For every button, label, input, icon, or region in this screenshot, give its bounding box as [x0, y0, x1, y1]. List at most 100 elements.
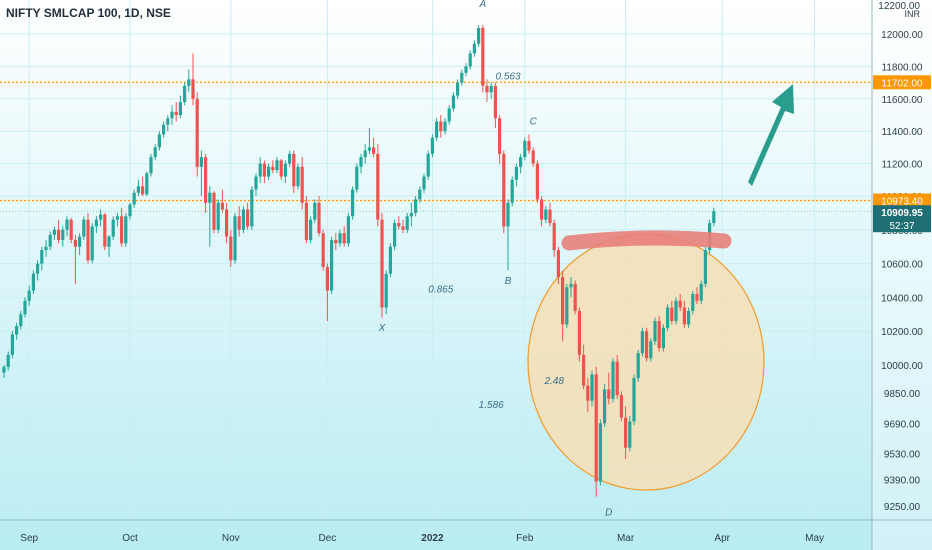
current-price-label: 10909.95 — [881, 208, 923, 219]
price-tick-label: 10000.00 — [881, 361, 923, 372]
candle-body — [712, 211, 716, 224]
candle-body — [666, 307, 670, 328]
candle-body — [334, 239, 338, 244]
candle-body — [632, 378, 636, 422]
candle-body — [573, 283, 577, 311]
bottom-zone-ellipse — [527, 233, 765, 491]
wave-label-a: A — [478, 0, 486, 10]
price-axis-top-label: 12200.00 — [878, 1, 920, 12]
candle-body — [594, 374, 598, 482]
candle-body — [426, 153, 430, 177]
candle-body — [464, 66, 468, 73]
candle-body — [372, 147, 376, 154]
candle-body — [552, 223, 556, 251]
candle-body — [107, 236, 111, 247]
candle-body — [115, 216, 119, 220]
candle-body — [73, 239, 77, 247]
candle-body — [61, 229, 65, 240]
candle-body — [132, 192, 136, 205]
candle-body — [153, 147, 157, 158]
candle-body — [178, 102, 182, 115]
candle-body — [687, 310, 691, 325]
candle-body — [187, 79, 191, 86]
candle-body — [103, 214, 107, 247]
candle-body — [645, 331, 649, 359]
candle-body — [418, 189, 422, 200]
price-tick-label: 9390.00 — [884, 476, 921, 487]
candle-body — [330, 239, 334, 291]
candle-body — [296, 166, 300, 187]
candle-body — [31, 273, 35, 291]
candle-body — [430, 137, 434, 154]
price-tick-label: 10400.00 — [881, 293, 923, 304]
candle-body — [355, 166, 359, 190]
candle-body — [460, 72, 464, 83]
candle-body — [225, 209, 229, 237]
candle-body — [309, 219, 313, 240]
candle-body — [367, 147, 371, 151]
candle-body — [65, 219, 69, 230]
candle-body — [535, 163, 539, 200]
candle-body — [220, 202, 224, 210]
countdown-label: 52:37 — [889, 221, 914, 232]
candle-body — [304, 202, 308, 240]
time-tick-label: Mar — [617, 533, 635, 544]
candle-body — [170, 111, 174, 119]
candle-body — [544, 209, 548, 220]
candle-body — [94, 219, 98, 227]
candle-body — [363, 150, 367, 158]
price-tick-label: 9850.00 — [884, 389, 921, 400]
candle-body — [191, 79, 195, 99]
candle-body — [212, 192, 216, 230]
candle-body — [292, 153, 296, 187]
candle-body — [477, 28, 481, 44]
candle-body — [582, 354, 586, 386]
candle-body — [258, 163, 262, 177]
candle-body — [174, 111, 178, 115]
candle-body — [603, 389, 607, 424]
candle-body — [598, 423, 602, 482]
candle-body — [451, 95, 455, 109]
candle-body — [183, 85, 187, 103]
candle-body — [678, 300, 682, 308]
currency-label: INR — [905, 9, 921, 19]
target-arrow — [748, 84, 794, 186]
candle-body — [422, 176, 426, 190]
arrow-up-icon — [748, 84, 794, 186]
candle-body — [325, 266, 329, 291]
candle-body — [120, 216, 124, 244]
time-tick-label: Feb — [516, 533, 534, 544]
candle-body — [636, 353, 640, 379]
candle-body — [313, 202, 317, 220]
candle-body — [401, 226, 405, 230]
candle-body — [288, 153, 292, 164]
price-tick-label: 10600.00 — [881, 260, 923, 271]
candle-body — [506, 202, 510, 227]
candle-body — [649, 341, 653, 359]
candle-body — [40, 250, 44, 264]
candle-body — [208, 192, 212, 203]
wave-label-x: X — [378, 323, 386, 334]
candle-body — [229, 236, 233, 261]
candle-body — [699, 283, 703, 301]
candle-body — [519, 157, 523, 167]
candle-body — [237, 216, 241, 230]
candle-body — [36, 263, 40, 274]
candle-body — [540, 199, 544, 220]
candle-body — [510, 179, 514, 203]
candle-body — [2, 366, 6, 373]
ratio-label: 2.48 — [543, 376, 564, 387]
candle-body — [456, 82, 460, 96]
price-tick-label: 12000.00 — [881, 30, 923, 41]
candle-body — [447, 108, 451, 122]
candle-body — [44, 246, 48, 251]
candle-body — [267, 166, 271, 177]
candle-body — [653, 321, 657, 342]
candle-body — [569, 283, 573, 288]
candle-body — [86, 219, 90, 261]
candle-body — [472, 43, 476, 54]
ratio-label: 0.563 — [495, 71, 520, 82]
breakout-highlight — [561, 230, 732, 251]
time-tick-label: Nov — [222, 533, 240, 544]
